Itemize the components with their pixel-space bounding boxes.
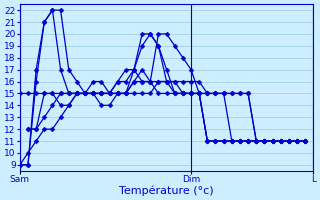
X-axis label: Température (°c): Température (°c) bbox=[119, 185, 214, 196]
